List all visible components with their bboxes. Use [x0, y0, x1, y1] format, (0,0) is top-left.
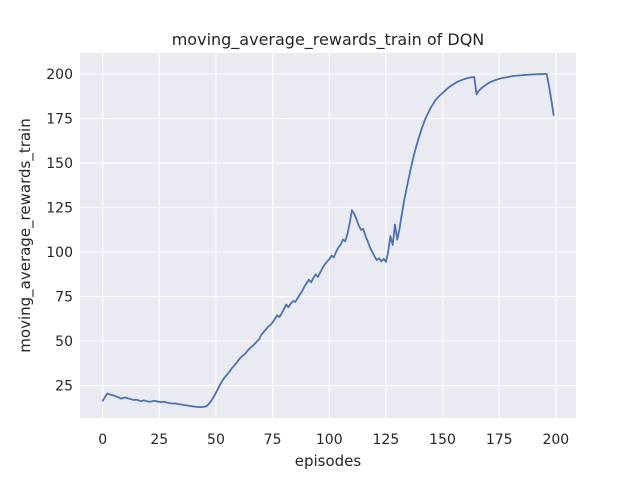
- y-tick-label: 150: [46, 156, 73, 172]
- y-tick-label: 125: [46, 201, 73, 217]
- x-tick-label: 0: [98, 432, 107, 448]
- x-axis-label: episodes: [295, 452, 362, 470]
- y-tick-label: 50: [55, 334, 73, 350]
- y-tick-label: 200: [46, 67, 73, 83]
- x-tick-label: 200: [542, 432, 569, 448]
- x-tick-label: 125: [373, 432, 400, 448]
- x-tick-label: 100: [316, 432, 343, 448]
- y-tick-label: 100: [46, 245, 73, 261]
- x-tick-label: 150: [429, 432, 456, 448]
- y-tick-labels: 25 50 75 100 125 150 175 200: [46, 67, 73, 395]
- y-tick-label: 175: [46, 112, 73, 128]
- y-tick-label: 75: [55, 290, 73, 306]
- plot-area: [80, 53, 576, 418]
- y-axis-label: moving_average_rewards_train: [16, 118, 35, 352]
- reward-line: [101, 73, 555, 409]
- x-tick-label: 175: [486, 432, 513, 448]
- x-tick-labels: 0 25 50 75 100 125 150 175 200: [98, 432, 569, 448]
- grid: [80, 53, 576, 418]
- chart-title: moving_average_rewards_train of DQN: [172, 30, 485, 50]
- x-tick-label: 75: [264, 432, 282, 448]
- x-tick-label: 50: [207, 432, 225, 448]
- x-tick-label: 25: [150, 432, 168, 448]
- y-tick-label: 25: [55, 379, 73, 395]
